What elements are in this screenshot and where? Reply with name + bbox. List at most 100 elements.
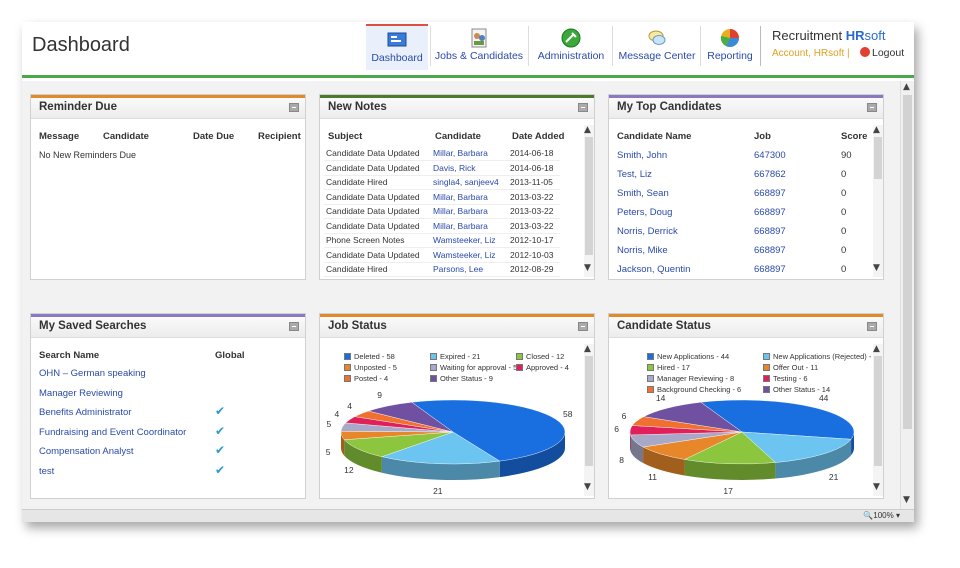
pie-data-label: 14: [655, 393, 666, 404]
pie-data-label: 5: [325, 446, 331, 457]
table-row[interactable]: Norris, Derrick 668897 0: [609, 226, 871, 242]
logout-button[interactable]: Logout: [860, 47, 904, 59]
pie-slice-side: [684, 459, 776, 480]
table-row[interactable]: Smith, Sean 668897 0: [609, 188, 871, 204]
nav-jobs-candidates[interactable]: Jobs & Candidates: [432, 24, 526, 70]
note-candidate-link[interactable]: Millar, Barbara: [433, 148, 488, 158]
panel-header: Job Status: [320, 314, 594, 338]
minimize-button[interactable]: [289, 322, 299, 331]
job-id-link[interactable]: 668897: [754, 207, 786, 218]
pie-slice[interactable]: [643, 402, 743, 433]
note-candidate-link[interactable]: Davis, Rick: [433, 162, 476, 173]
candidate-name-link[interactable]: Test, Liz: [617, 169, 652, 180]
saved-search-link[interactable]: test: [39, 466, 55, 477]
brand-logo: Recruitment HRsoft: [772, 28, 886, 43]
candidate-name-link[interactable]: Peters, Doug: [617, 207, 673, 218]
note-subject: Candidate Data Updated: [326, 162, 420, 173]
note-candidate-link[interactable]: singla4, sanjeev4: [433, 177, 499, 187]
candidate-name-link[interactable]: Smith, Sean: [617, 188, 669, 199]
note-date: 2012-10-17: [510, 235, 554, 245]
table-row[interactable]: Candidate Data Updated Millar, Barbara 201…: [320, 219, 582, 234]
table-row[interactable]: Candidate Data Updated Millar, Barbara 201…: [320, 204, 582, 219]
pie-data-label: 17: [723, 485, 733, 496]
pie-slice[interactable]: [683, 431, 776, 465]
table-row[interactable]: Candidate Data Updated Wamsteeker, Liz 201…: [320, 248, 582, 263]
nav-label: Message Center: [618, 50, 696, 62]
saved-search-link[interactable]: Fundraising and Event Coordinator: [39, 426, 187, 438]
zoom-control[interactable]: 🔍100% ▾: [863, 511, 900, 520]
candidate-status-scrollbar[interactable]: ▲ ▼: [873, 344, 883, 496]
table-row[interactable]: Candidate Data Updated Davis, Rick 2014-06…: [320, 161, 582, 176]
pie-slice[interactable]: [367, 402, 454, 433]
nav-administration[interactable]: Administration: [532, 24, 610, 70]
job-id-link[interactable]: 647300: [754, 150, 786, 161]
pie-slice[interactable]: [381, 431, 501, 465]
job-status-panel: Job Status Deleted - 58 Expired - 21 Close…: [319, 313, 595, 499]
table-row[interactable]: Phone Screen Notes Wamsteeker, Liz 2012-10…: [320, 233, 582, 248]
table-row[interactable]: Candidate Data Updated Millar, Barbara 201…: [320, 146, 582, 161]
page-scrollbar[interactable]: ▲ ▼: [900, 81, 913, 509]
note-date: 2013-03-22: [510, 191, 554, 202]
saved-search-link[interactable]: OHN – German speaking: [39, 368, 146, 379]
table-row[interactable]: Test, Liz 667862 0: [609, 169, 871, 185]
pie-data-label: 21: [433, 485, 443, 496]
note-candidate-link[interactable]: Millar, Barbara: [433, 206, 488, 216]
note-candidate-link[interactable]: Wamsteeker, Liz: [433, 249, 496, 260]
note-candidate-link[interactable]: Millar, Barbara: [433, 220, 488, 231]
minimize-button[interactable]: [578, 103, 588, 112]
message-center-icon: [648, 30, 666, 45]
candidate-score: 90: [841, 150, 852, 161]
candidate-name-link[interactable]: Smith, John: [617, 150, 668, 161]
job-id-link[interactable]: 668897: [754, 245, 786, 256]
note-subject: Candidate Data Updated: [326, 148, 420, 158]
note-candidate-link[interactable]: Wamsteeker, Liz: [433, 235, 496, 245]
minimize-button[interactable]: [867, 103, 877, 112]
table-row[interactable]: Phone Screen Thomas, John 2012-07-26: [320, 277, 582, 280]
note-candidate-link[interactable]: Thomas, John: [433, 279, 487, 280]
pie-slice[interactable]: [411, 399, 566, 462]
minimize-button[interactable]: [867, 322, 877, 331]
panel-header: My Saved Searches: [31, 314, 305, 338]
legend-label: Hired - 17: [657, 363, 690, 372]
candidate-score: 0: [841, 226, 847, 237]
table-row[interactable]: Norris, Mike 668897 0: [609, 245, 871, 261]
notes-scrollbar[interactable]: ▲ ▼: [584, 125, 594, 277]
nav-message-center[interactable]: Message Center: [616, 24, 698, 70]
table-row[interactable]: Jackson, Quentin 668897 0: [609, 264, 871, 279]
note-date: 2012-10-03: [510, 249, 554, 260]
job-id-link[interactable]: 668897: [754, 226, 786, 237]
saved-search-link[interactable]: Compensation Analyst: [39, 446, 134, 458]
saved-search-link[interactable]: Benefits Administrator: [39, 407, 132, 419]
nav-label: Administration: [537, 50, 605, 62]
candidate-name-link[interactable]: Jackson, Quentin: [617, 264, 691, 275]
candidates-scrollbar[interactable]: ▲ ▼: [873, 125, 883, 277]
job-status-scrollbar[interactable]: ▲ ▼: [584, 344, 594, 496]
table-row[interactable]: Candidate Data Updated Millar, Barbara 201…: [320, 190, 582, 205]
pie-data-label: 21: [828, 471, 839, 482]
saved-search-link[interactable]: Manager Reviewing: [39, 387, 123, 399]
account-link[interactable]: Account, HRsoft |: [772, 48, 850, 59]
table-row[interactable]: Smith, John 647300 90: [609, 150, 871, 166]
table-row[interactable]: Candidate Hired singla4, sanjeev4 2013-11-…: [320, 175, 582, 190]
minimize-button[interactable]: [289, 103, 299, 112]
legend-label: Background Checking - 6: [657, 385, 742, 394]
minimize-button[interactable]: [578, 322, 588, 331]
nav-reporting[interactable]: Reporting: [704, 24, 756, 70]
job-id-link[interactable]: 668897: [754, 188, 786, 199]
job-id-link[interactable]: 668897: [754, 264, 786, 275]
pie-slice[interactable]: [343, 431, 454, 457]
candidate-name-link[interactable]: Norris, Derrick: [617, 226, 678, 237]
table-row[interactable]: Peters, Doug 668897 0: [609, 207, 871, 223]
nav-dashboard[interactable]: Dashboard: [366, 24, 428, 70]
candidate-score: 0: [841, 169, 847, 180]
note-subject: Candidate Data Updated: [326, 191, 420, 202]
job-id-link[interactable]: 667862: [754, 169, 786, 180]
table-row[interactable]: Candidate Hired Parsons, Lee 2012-08-29: [320, 262, 582, 277]
pie-slice[interactable]: [741, 431, 852, 463]
note-candidate-link[interactable]: Millar, Barbara: [433, 191, 488, 202]
legend-swatch: [763, 364, 770, 371]
candidate-name-link[interactable]: Norris, Mike: [617, 245, 668, 256]
pie-slice[interactable]: [700, 399, 855, 440]
note-candidate-link[interactable]: Parsons, Lee: [433, 264, 484, 274]
legend-label: Posted - 4: [354, 374, 389, 383]
